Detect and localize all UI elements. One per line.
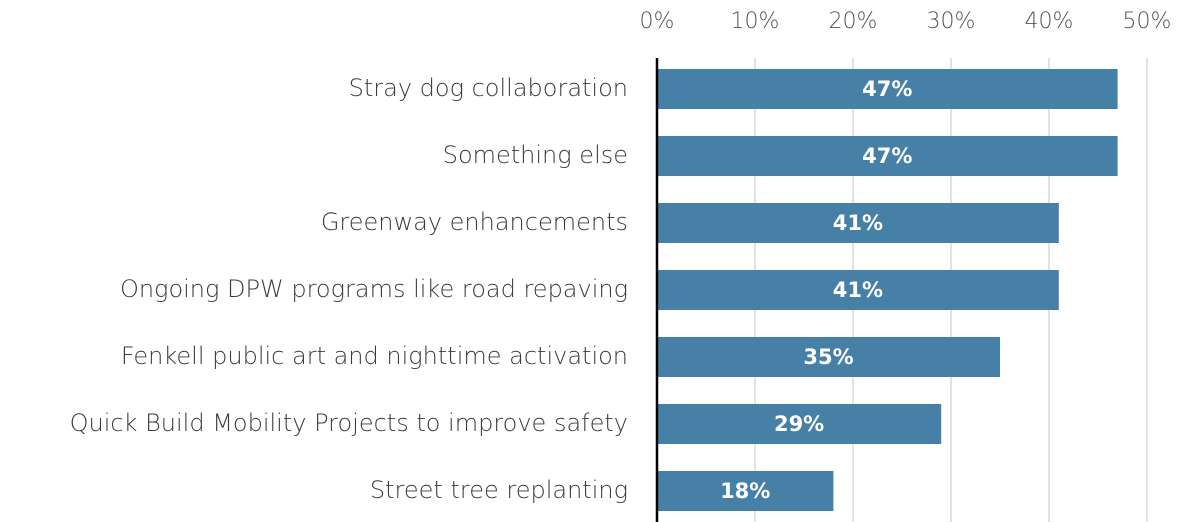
category-label: Stray dog collaboration [349, 74, 628, 102]
value-label: 41% [833, 278, 883, 302]
category-label: Quick Build Mobility Projects to improve… [70, 409, 628, 437]
bar [657, 404, 942, 444]
bar [657, 69, 1118, 109]
value-label: 29% [774, 412, 824, 436]
x-tick-label: 0% [640, 9, 675, 34]
bar [657, 471, 834, 511]
bar [657, 136, 1118, 176]
bar [657, 337, 1000, 377]
x-tick-label: 10% [731, 9, 780, 34]
value-label: 35% [803, 345, 853, 369]
bar [657, 270, 1059, 310]
x-tick-label: 40% [1025, 9, 1074, 34]
category-label: Street tree replanting [370, 476, 628, 504]
category-label: Ongoing DPW programs like road repaving [120, 275, 628, 303]
x-tick-label: 30% [927, 9, 976, 34]
x-tick-label: 50% [1123, 9, 1172, 34]
value-label: 47% [862, 144, 912, 168]
bar [657, 203, 1059, 243]
value-label: 47% [862, 77, 912, 101]
value-label: 18% [720, 479, 770, 503]
category-label: Something else [443, 141, 628, 169]
x-tick-label: 20% [829, 9, 878, 34]
category-label: Fenkell public art and nighttime activat… [121, 342, 628, 370]
category-label: Greenway enhancements [321, 208, 628, 236]
value-label: 41% [833, 211, 883, 235]
